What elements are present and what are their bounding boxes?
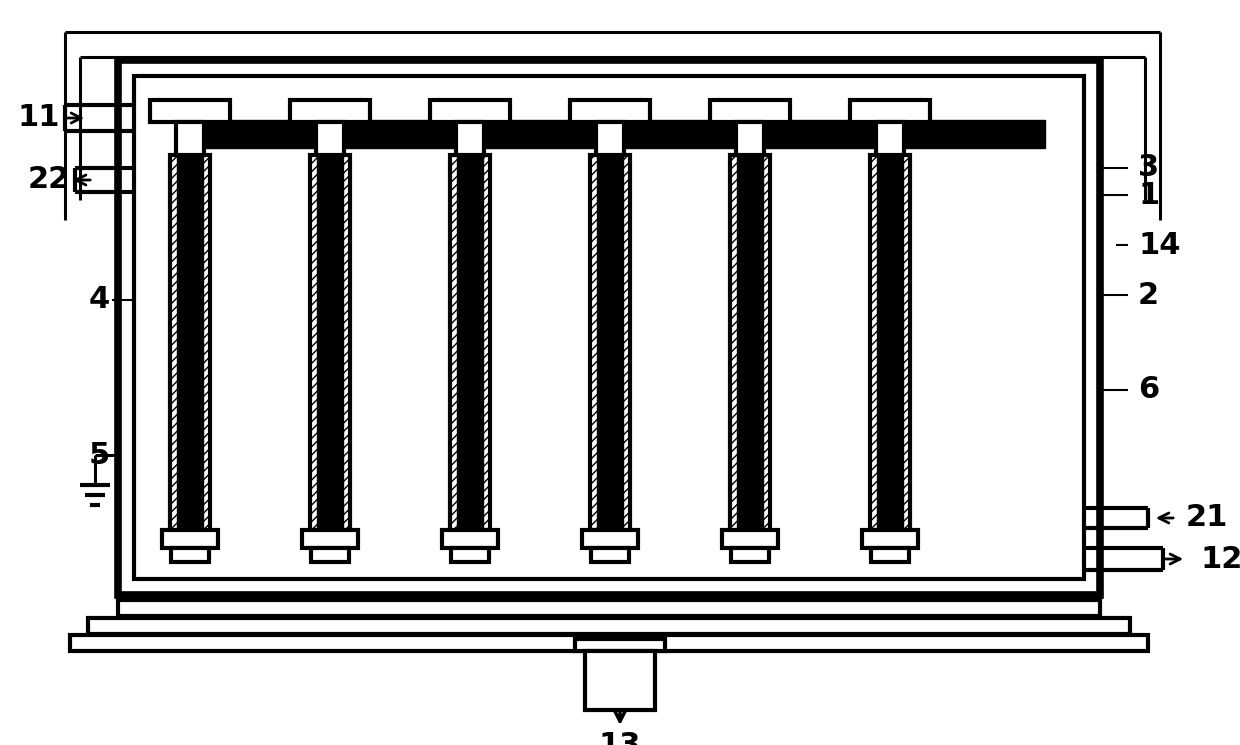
Bar	[590, 155, 630, 530]
Bar	[582, 530, 639, 548]
Bar	[870, 155, 910, 530]
Bar	[737, 155, 763, 530]
Bar	[870, 155, 910, 530]
Bar	[171, 548, 210, 562]
Bar	[316, 122, 343, 155]
Bar	[185, 120, 1045, 148]
Bar	[722, 530, 777, 548]
Text: 5: 5	[89, 440, 110, 469]
Bar	[317, 155, 343, 530]
Bar	[575, 639, 665, 651]
Bar	[310, 155, 350, 530]
Bar	[451, 548, 489, 562]
Bar	[441, 530, 498, 548]
Text: 4: 4	[89, 285, 110, 314]
Bar	[730, 155, 770, 530]
Text: 22: 22	[27, 165, 69, 194]
Bar	[875, 122, 904, 155]
Bar	[162, 530, 218, 548]
Bar	[170, 155, 210, 530]
Bar	[711, 100, 790, 122]
Bar	[456, 122, 484, 155]
Bar	[877, 155, 903, 530]
Bar	[311, 548, 348, 562]
Bar	[596, 155, 622, 530]
Bar	[303, 530, 358, 548]
Bar	[290, 100, 370, 122]
Bar	[730, 155, 770, 530]
Bar	[458, 155, 484, 530]
Bar	[591, 548, 629, 562]
Bar	[134, 76, 1084, 579]
Bar	[150, 100, 229, 122]
Bar	[177, 155, 203, 530]
Bar	[570, 100, 650, 122]
Bar	[450, 155, 490, 530]
Bar	[430, 100, 510, 122]
Bar	[732, 548, 769, 562]
Bar	[585, 651, 655, 710]
Bar	[596, 122, 624, 155]
Bar	[88, 618, 1130, 634]
Text: 14: 14	[1138, 230, 1180, 259]
Text: 1: 1	[1138, 180, 1159, 209]
Text: 13: 13	[599, 731, 641, 745]
Text: 11: 11	[17, 104, 60, 133]
Bar	[170, 155, 210, 530]
Bar	[849, 100, 930, 122]
Text: 21: 21	[1185, 504, 1229, 533]
Bar	[590, 155, 630, 530]
Text: 3: 3	[1138, 153, 1159, 183]
Bar	[870, 548, 909, 562]
Bar	[118, 60, 1100, 595]
Text: 6: 6	[1138, 375, 1159, 405]
Bar	[310, 155, 350, 530]
Bar	[737, 122, 764, 155]
Text: 2: 2	[1138, 281, 1159, 309]
Bar	[118, 600, 1100, 616]
Bar	[176, 122, 205, 155]
Text: 12: 12	[1202, 545, 1240, 574]
Bar	[450, 155, 490, 530]
Bar	[69, 635, 1148, 651]
Bar	[862, 530, 918, 548]
